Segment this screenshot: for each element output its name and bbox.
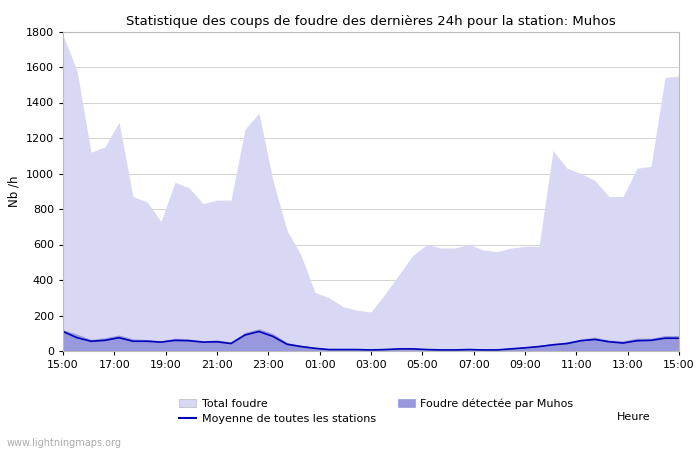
Title: Statistique des coups de foudre des dernières 24h pour la station: Muhos: Statistique des coups de foudre des dern… <box>126 14 616 27</box>
Y-axis label: Nb /h: Nb /h <box>7 176 20 207</box>
Text: www.lightningmaps.org: www.lightningmaps.org <box>7 438 122 448</box>
Text: Heure: Heure <box>617 412 651 422</box>
Legend: Total foudre, Moyenne de toutes les stations, Foudre détectée par Muhos: Total foudre, Moyenne de toutes les stat… <box>179 398 573 424</box>
